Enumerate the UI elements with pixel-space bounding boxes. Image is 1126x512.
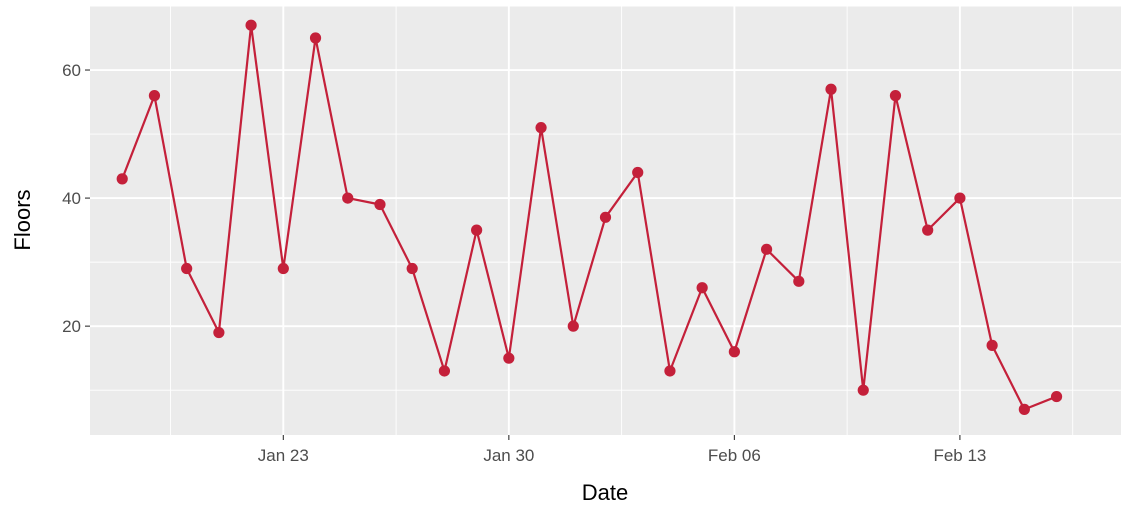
data-point [148,90,161,102]
data-point [277,262,289,275]
data-point [1018,403,1030,415]
data-point [857,384,869,396]
data-point [567,320,579,332]
data-point [986,339,998,351]
series-layer [116,19,1063,415]
y-axis-title: Floors [10,189,35,250]
grid-minor-y [90,5,1121,391]
data-point [632,166,644,179]
data-point [599,211,612,223]
data-point [116,173,128,185]
data-point [922,224,934,236]
x-axis: Jan 23 Jan 30 Feb 06 Feb 13 [258,435,986,465]
x-axis-title: Date [582,480,628,505]
y-tick-label: 20 [62,317,81,336]
data-point [374,198,386,211]
x-tick-label: Feb 06 [708,446,761,465]
series-line [121,24,1057,411]
data-point [245,19,257,31]
data-point [889,90,902,102]
data-point [471,224,483,236]
data-point [664,365,676,377]
data-point [535,122,547,134]
y-axis: 20 40 60 [62,61,90,336]
grid-minor-x [170,6,1074,435]
data-point [309,32,322,44]
y-tick-label: 60 [62,61,81,80]
data-point [696,282,708,294]
data-point [954,192,966,204]
x-tick-label: Jan 23 [258,446,309,465]
data-point [342,192,354,204]
x-tick-label: Jan 30 [483,446,534,465]
data-point [213,326,225,339]
data-point [181,262,193,275]
data-point [793,275,805,287]
data-point [760,243,773,255]
grid-major-y [90,69,1121,328]
data-point [825,83,837,95]
data-point [503,352,515,364]
data-point [438,365,451,377]
data-point [728,346,740,358]
y-tick-label: 40 [62,189,81,208]
data-point [1050,390,1063,403]
x-tick-label: Feb 13 [933,446,986,465]
data-point [406,262,418,275]
